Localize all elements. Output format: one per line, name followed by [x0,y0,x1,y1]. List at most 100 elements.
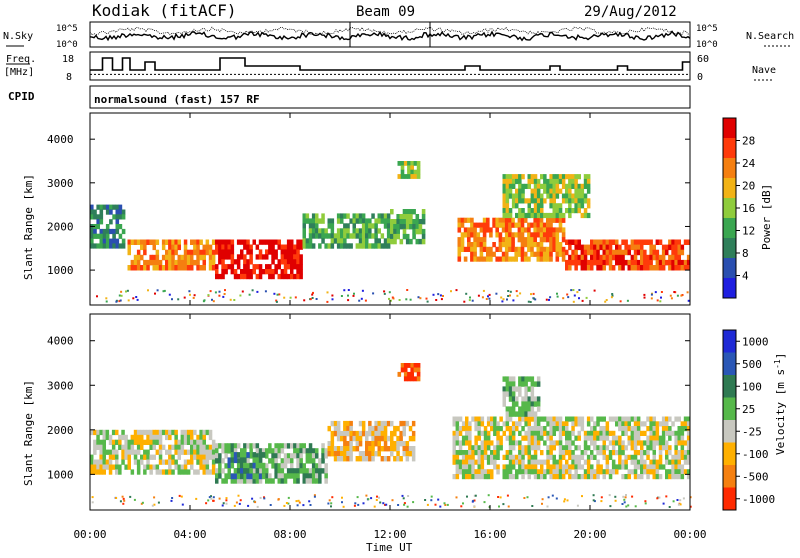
heatmap-cell [254,501,257,504]
heatmap-cell [477,416,481,422]
heatmap-cell [517,222,522,228]
heatmap-cell [340,233,344,239]
heatmap-cell [518,469,522,475]
heatmap-cell [643,450,647,456]
heatmap-cell [490,440,494,446]
heatmap-cell [511,193,516,199]
heatmap-cell [511,445,516,451]
heatmap-cell [391,499,394,502]
heatmap-cell [121,454,125,460]
heatmap-cell [623,498,626,501]
heatmap-cell [246,458,250,464]
heatmap-cell [674,244,678,251]
heatmap-cell [583,440,588,446]
heatmap-cell [313,495,316,498]
heatmap-cell [230,443,235,449]
heatmap-cell [174,449,178,455]
heatmap-cell [643,459,647,465]
heatmap-cell [289,296,292,299]
heatmap-cell [346,456,350,462]
heatmap-cell [240,254,244,260]
heatmap-cell [583,183,588,189]
heatmap-cell [407,169,411,175]
heatmap-cell [608,244,613,251]
heatmap-cell [293,453,297,459]
heatmap-cell [355,441,360,447]
heatmap-cell [496,426,500,432]
heatmap-cell [676,499,679,501]
heatmap-cell [661,440,666,446]
heatmap-cell [574,203,578,209]
heatmap-cell [236,468,241,474]
nsearch-label: N.Search [746,31,794,42]
heatmap-cell [271,453,275,459]
heatmap-cell [401,494,404,497]
heatmap-cell [571,249,575,256]
heatmap-cell [374,425,378,432]
heatmap-cell [246,478,250,484]
heatmap-cell [311,213,316,219]
heatmap-cell [467,227,471,233]
heatmap-cell [498,232,503,238]
heatmap-cell [599,416,603,422]
heatmap-cell [518,440,522,446]
heatmap-cell [561,227,566,233]
heatmap-cell [518,406,522,412]
heatmap-cell [630,254,635,261]
heatmap-cell [511,174,516,180]
heatmap-cell [665,244,669,251]
heatmap-cell [321,218,325,224]
heatmap-cell [652,450,656,456]
heatmap-cell [527,440,531,446]
heatmap-cell [296,458,300,464]
freq-panel: 18 8 60 0 Freq. [MHz] Nave [4,51,776,83]
heatmap-cell [102,464,106,470]
heatmap-cell [649,239,653,245]
heatmap-cell [365,238,369,244]
heatmap-cell [527,421,531,427]
heatmap-cell [521,376,525,382]
heatmap-cell [170,499,173,502]
heatmap-cell [611,249,616,256]
heatmap-cell [152,464,156,470]
heatmap-cell [377,243,381,249]
heatmap-cell [605,459,610,465]
heatmap-cell [590,249,594,256]
heatmap-cell [330,420,335,427]
heatmap-cell [432,293,435,296]
heatmap-cell [90,214,94,220]
heatmap-cell [496,450,500,456]
heatmap-cell [393,238,397,245]
heatmap-cell [372,292,375,295]
velocity-ylabel: Slant Range [km] [22,380,35,486]
heatmap-cell [308,478,313,484]
heatmap-cell [258,249,263,255]
program-label: normalsound (fast) 157 RF [94,93,260,106]
heatmap-cell [218,453,222,459]
velocity-colorbar-segment [723,330,736,353]
heatmap-cell [353,504,356,507]
heatmap-cell [358,228,363,234]
heatmap-cell [90,238,94,244]
heatmap-cell [268,273,272,280]
heatmap-cell [180,464,185,470]
heatmap-cell [586,188,591,194]
heatmap-cell [346,233,350,239]
heatmap-cell [136,459,141,465]
heatmap-cell [524,376,528,382]
heatmap-cell [274,463,278,469]
heatmap-cell [563,500,566,503]
heatmap-cell [496,464,500,470]
heatmap-cell [209,290,212,293]
heatmap-cell [296,244,300,250]
heatmap-cell [140,254,144,261]
heatmap-cell [153,496,156,499]
heatmap-cell [570,289,573,292]
heatmap-cell [383,420,388,427]
heatmap-cell [360,297,363,300]
heatmap-cell [297,499,300,502]
heatmap-cell [505,198,510,204]
heatmap-cell [214,291,217,294]
heatmap-cell [652,440,656,446]
heatmap-cell [652,435,656,441]
